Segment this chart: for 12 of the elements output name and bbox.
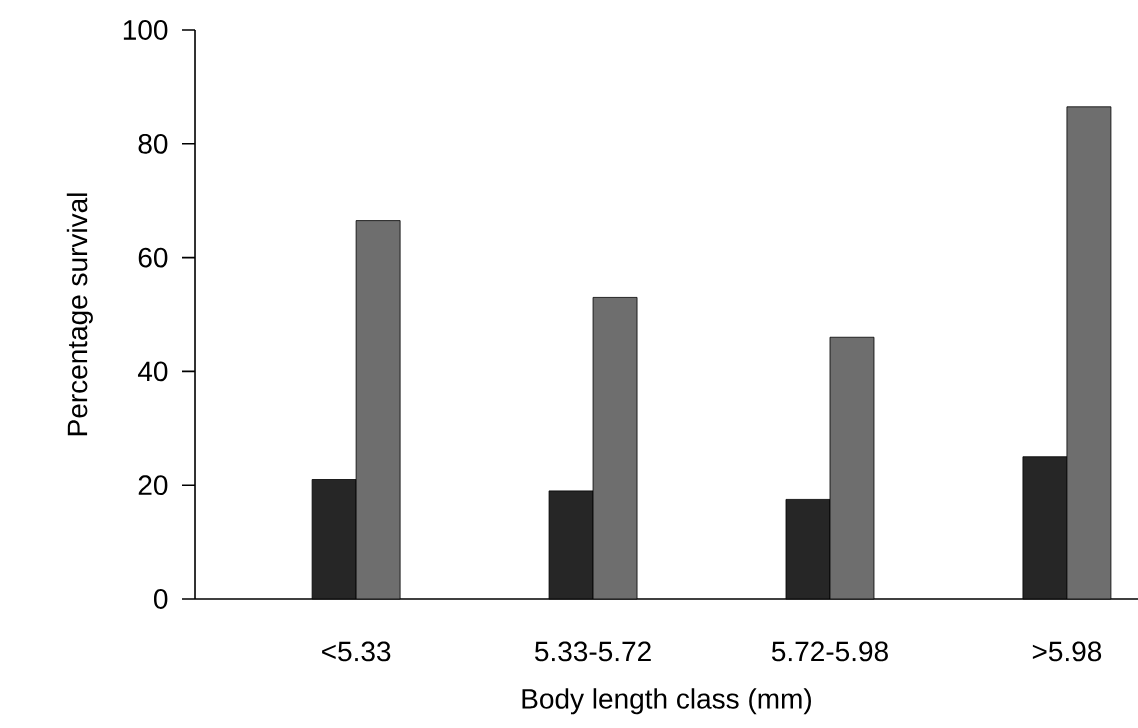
y-tick-label: 0 — [154, 589, 168, 609]
y-tick-label: 20 — [138, 475, 168, 496]
y-axis-title: Percentage survival — [66, 193, 93, 436]
x-tick-label: >5.98 — [1032, 641, 1102, 662]
y-tick-label: 40 — [137, 361, 168, 382]
x-axis-title: Body length class (mm) — [522, 688, 811, 715]
y-tick-label: 100 — [123, 20, 168, 40]
x-tick-label: 5.33-5.72 — [535, 641, 651, 662]
x-tick-label: 5.72-5.98 — [771, 641, 888, 662]
x-tick-label: <5.33 — [322, 641, 391, 662]
y-tick-label: 80 — [138, 133, 168, 154]
y-tick-label: 60 — [138, 247, 168, 268]
